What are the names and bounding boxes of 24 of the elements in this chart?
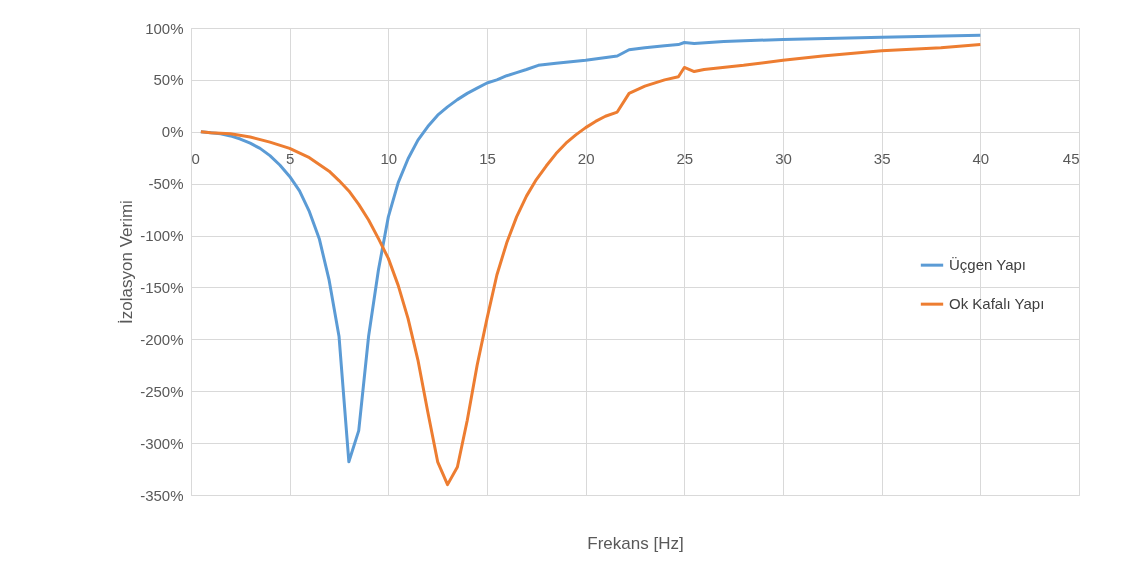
x-tick-label: 15 xyxy=(479,150,496,168)
legend-label: Ok Kafalı Yapı xyxy=(949,295,1045,313)
y-tick-label: -150% xyxy=(140,278,184,296)
x-tick-label: 25 xyxy=(676,150,694,168)
legend-label: Üçgen Yapı xyxy=(949,256,1026,274)
y-axis-title: İzolasyon Verimi xyxy=(117,200,137,324)
x-tick-label: 30 xyxy=(775,150,792,168)
x-axis-title: Frekans [Hz] xyxy=(587,533,684,553)
y-tick-label: -50% xyxy=(148,175,184,193)
x-tick-label: 40 xyxy=(972,150,990,168)
y-tick-label: 50% xyxy=(153,71,184,89)
y-tick-label: -350% xyxy=(140,486,184,504)
y-tick-label: 0% xyxy=(161,123,184,141)
y-tick-label: -200% xyxy=(140,330,184,348)
y-tick-label: 100% xyxy=(145,19,184,37)
x-tick-label: 45 xyxy=(1062,150,1080,168)
x-tick-label: 20 xyxy=(577,150,595,168)
y-tick-label: -300% xyxy=(140,434,184,452)
x-tick-label: 5 xyxy=(285,150,295,168)
x-tick-label: 10 xyxy=(380,150,398,168)
x-tick-label: 35 xyxy=(873,150,891,168)
y-tick-label: -250% xyxy=(140,382,184,400)
y-tick-label: -100% xyxy=(140,227,184,245)
x-tick-label: 0 xyxy=(191,150,200,168)
